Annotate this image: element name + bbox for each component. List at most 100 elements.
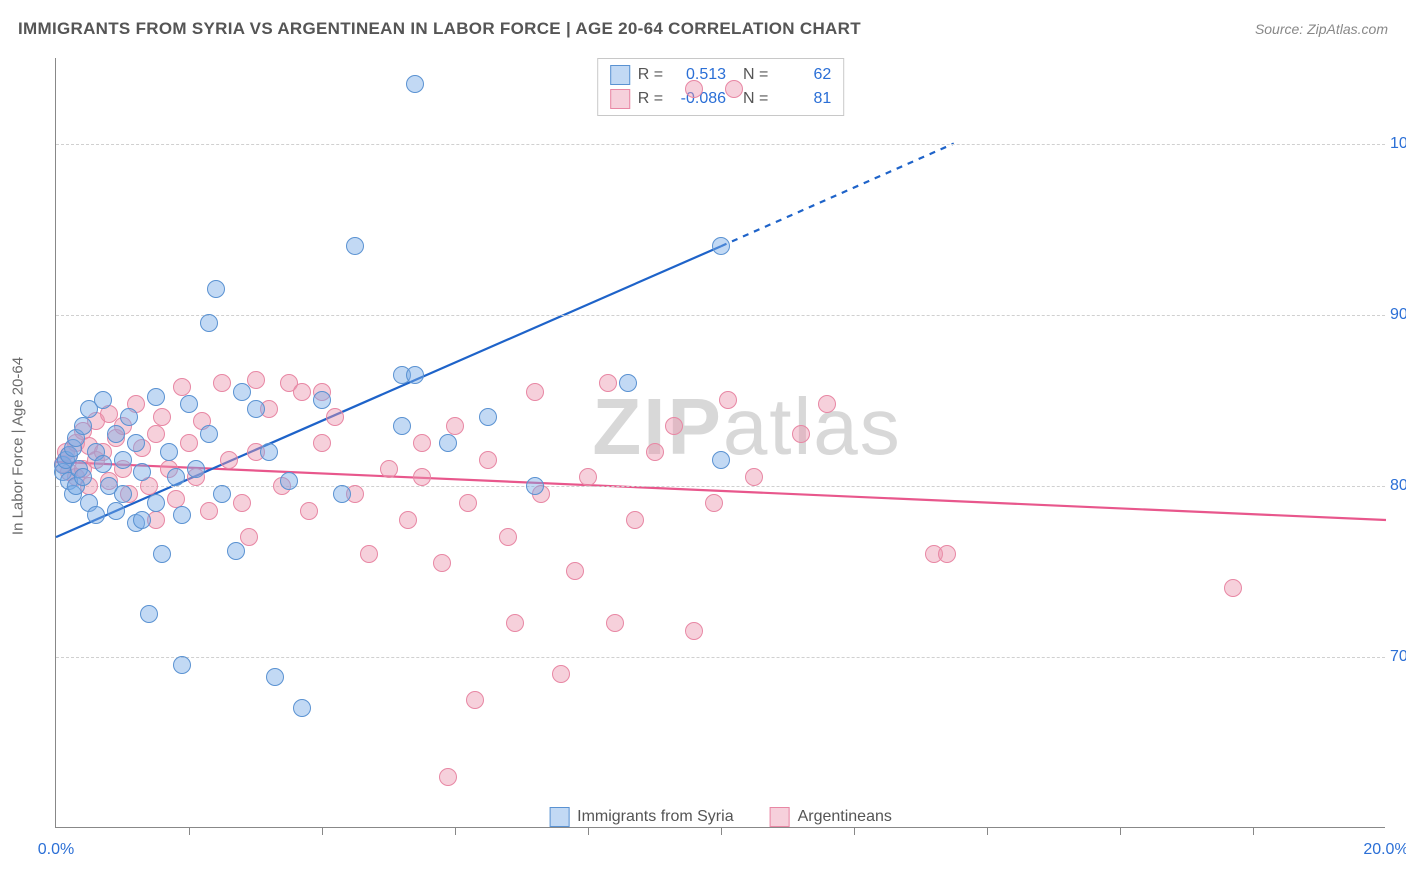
scatter-marker — [665, 417, 683, 435]
x-tick — [1120, 827, 1121, 835]
scatter-marker — [393, 417, 411, 435]
scatter-marker — [300, 502, 318, 520]
scatter-marker — [313, 434, 331, 452]
scatter-marker — [579, 468, 597, 486]
trend-line-extrapolated — [721, 144, 954, 247]
scatter-marker — [712, 237, 730, 255]
scatter-marker — [685, 622, 703, 640]
x-tick — [987, 827, 988, 835]
scatter-marker — [147, 494, 165, 512]
scatter-marker — [233, 383, 251, 401]
scatter-marker — [439, 768, 457, 786]
scatter-marker — [406, 75, 424, 93]
scatter-marker — [280, 472, 298, 490]
scatter-marker — [719, 391, 737, 409]
scatter-marker — [313, 391, 331, 409]
scatter-marker — [646, 443, 664, 461]
chart-title: IMMIGRANTS FROM SYRIA VS ARGENTINEAN IN … — [18, 19, 861, 39]
scatter-marker — [180, 395, 198, 413]
scatter-marker — [506, 614, 524, 632]
scatter-marker — [187, 460, 205, 478]
scatter-marker — [526, 383, 544, 401]
scatter-marker — [160, 443, 178, 461]
scatter-marker — [207, 280, 225, 298]
swatch-argentina — [610, 89, 630, 109]
scatter-marker — [293, 383, 311, 401]
y-tick-label: 100.0% — [1390, 135, 1406, 153]
n-value-argentina: 81 — [776, 87, 831, 111]
scatter-marker — [399, 511, 417, 529]
grid-line — [56, 486, 1385, 487]
scatter-marker — [459, 494, 477, 512]
scatter-marker — [74, 417, 92, 435]
y-tick-label: 70.0% — [1390, 648, 1406, 666]
scatter-marker — [153, 408, 171, 426]
scatter-marker — [180, 434, 198, 452]
scatter-marker — [107, 502, 125, 520]
scatter-marker — [120, 408, 138, 426]
scatter-marker — [712, 451, 730, 469]
scatter-marker — [167, 468, 185, 486]
scatter-marker — [74, 468, 92, 486]
x-tick — [189, 827, 190, 835]
x-tick — [588, 827, 589, 835]
scatter-marker — [1224, 579, 1242, 597]
scatter-marker — [466, 691, 484, 709]
scatter-marker — [153, 545, 171, 563]
grid-line — [56, 315, 1385, 316]
scatter-marker — [213, 374, 231, 392]
r-label: R = — [638, 87, 663, 111]
scatter-marker — [213, 485, 231, 503]
scatter-marker — [266, 668, 284, 686]
source-attribution: Source: ZipAtlas.com — [1255, 21, 1388, 37]
x-tick — [322, 827, 323, 835]
n-value-syria: 62 — [776, 63, 831, 87]
scatter-marker — [413, 434, 431, 452]
scatter-marker — [107, 425, 125, 443]
scatter-marker — [87, 506, 105, 524]
stats-legend-box: R = 0.513 N = 62 R = -0.086 N = 81 — [597, 58, 845, 116]
scatter-marker — [499, 528, 517, 546]
scatter-marker — [792, 425, 810, 443]
legend-label-syria: Immigrants from Syria — [577, 808, 733, 826]
scatter-marker — [725, 80, 743, 98]
scatter-marker — [260, 443, 278, 461]
scatter-marker — [479, 408, 497, 426]
swatch-argentina-2 — [770, 807, 790, 827]
scatter-marker — [380, 460, 398, 478]
scatter-marker — [346, 237, 364, 255]
scatter-marker — [200, 502, 218, 520]
y-tick-label: 80.0% — [1390, 477, 1406, 495]
scatter-marker — [173, 656, 191, 674]
scatter-marker — [599, 374, 617, 392]
scatter-marker — [127, 434, 145, 452]
x-tick-label: 0.0% — [38, 841, 74, 859]
scatter-marker — [94, 391, 112, 409]
scatter-marker — [413, 468, 431, 486]
scatter-marker — [626, 511, 644, 529]
scatter-marker — [326, 408, 344, 426]
scatter-marker — [147, 425, 165, 443]
scatter-marker — [446, 417, 464, 435]
trend-line — [56, 462, 1386, 520]
stats-row-syria: R = 0.513 N = 62 — [610, 63, 832, 87]
plot-area: ZIPatlas R = 0.513 N = 62 R = -0.086 N =… — [55, 58, 1385, 828]
x-tick-label: 20.0% — [1363, 841, 1406, 859]
r-label: R = — [638, 63, 663, 87]
scatter-marker — [140, 605, 158, 623]
scatter-marker — [233, 494, 251, 512]
scatter-marker — [220, 451, 238, 469]
legend-item-syria: Immigrants from Syria — [549, 807, 733, 827]
scatter-marker — [938, 545, 956, 563]
scatter-marker — [247, 400, 265, 418]
scatter-marker — [566, 562, 584, 580]
scatter-marker — [147, 388, 165, 406]
swatch-syria — [610, 65, 630, 85]
scatter-marker — [200, 425, 218, 443]
scatter-marker — [114, 451, 132, 469]
scatter-marker — [685, 80, 703, 98]
scatter-marker — [745, 468, 763, 486]
scatter-marker — [240, 528, 258, 546]
scatter-marker — [705, 494, 723, 512]
x-tick — [854, 827, 855, 835]
